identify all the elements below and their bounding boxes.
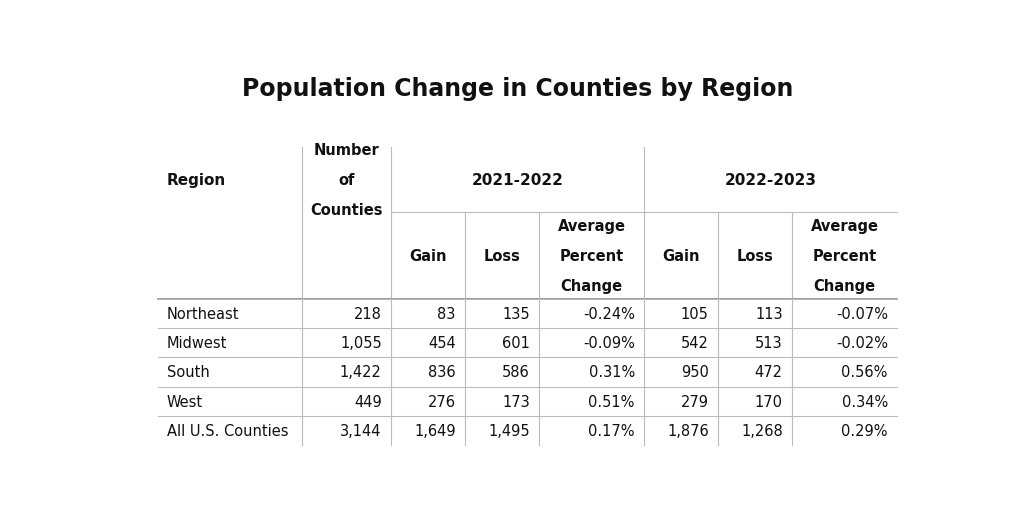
Text: 2022-2023: 2022-2023: [725, 173, 817, 187]
Text: 105: 105: [681, 306, 709, 321]
Text: 0.17%: 0.17%: [588, 423, 635, 438]
Text: 135: 135: [502, 306, 529, 321]
Text: Average

Percent

Change: Average Percent Change: [811, 218, 879, 294]
Text: 83: 83: [437, 306, 456, 321]
Text: Average

Percent

Change: Average Percent Change: [558, 218, 625, 294]
Text: -0.07%: -0.07%: [836, 306, 888, 321]
Text: 586: 586: [502, 365, 529, 380]
Text: -0.09%: -0.09%: [583, 335, 635, 351]
Text: 1,876: 1,876: [667, 423, 709, 438]
Text: 454: 454: [428, 335, 456, 351]
Text: Population Change in Counties by Region: Population Change in Counties by Region: [242, 77, 793, 101]
Text: 2021-2022: 2021-2022: [472, 173, 564, 187]
Text: 276: 276: [427, 394, 456, 409]
Text: 0.51%: 0.51%: [589, 394, 635, 409]
Text: Midwest: Midwest: [167, 335, 227, 351]
Text: 542: 542: [681, 335, 709, 351]
Text: Loss: Loss: [484, 248, 520, 264]
Text: 113: 113: [755, 306, 783, 321]
Text: South: South: [167, 365, 210, 380]
Text: Northeast: Northeast: [167, 306, 239, 321]
Text: 1,422: 1,422: [340, 365, 382, 380]
Text: 836: 836: [428, 365, 456, 380]
Text: All U.S. Counties: All U.S. Counties: [167, 423, 289, 438]
Text: 0.31%: 0.31%: [589, 365, 635, 380]
Text: 0.29%: 0.29%: [841, 423, 888, 438]
Text: Number

of

Counties: Number of Counties: [310, 143, 383, 217]
Text: 0.34%: 0.34%: [841, 394, 888, 409]
Text: 472: 472: [754, 365, 783, 380]
Text: 1,495: 1,495: [488, 423, 529, 438]
Text: -0.02%: -0.02%: [836, 335, 888, 351]
Text: 0.56%: 0.56%: [841, 365, 888, 380]
Text: Gain: Gain: [663, 248, 700, 264]
Text: West: West: [167, 394, 203, 409]
Text: 279: 279: [681, 394, 709, 409]
Text: Gain: Gain: [409, 248, 446, 264]
Text: 601: 601: [502, 335, 529, 351]
Text: 1,268: 1,268: [741, 423, 783, 438]
Text: 513: 513: [755, 335, 783, 351]
Text: 173: 173: [502, 394, 529, 409]
Text: -0.24%: -0.24%: [583, 306, 635, 321]
Text: 1,055: 1,055: [340, 335, 382, 351]
Text: 950: 950: [681, 365, 709, 380]
Text: 218: 218: [354, 306, 382, 321]
Text: Region: Region: [167, 173, 226, 187]
Text: 1,649: 1,649: [414, 423, 456, 438]
Text: 170: 170: [754, 394, 783, 409]
Text: 449: 449: [355, 394, 382, 409]
Text: 3,144: 3,144: [340, 423, 382, 438]
Text: Loss: Loss: [736, 248, 774, 264]
